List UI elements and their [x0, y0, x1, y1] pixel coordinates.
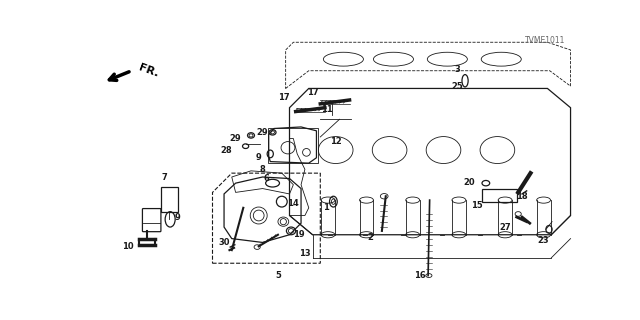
Text: 2: 2 [367, 233, 373, 242]
Text: 12: 12 [330, 137, 342, 146]
Text: 8: 8 [260, 165, 266, 174]
Text: 17: 17 [278, 93, 290, 102]
Text: 29: 29 [256, 128, 268, 137]
Text: 28: 28 [221, 146, 232, 155]
Text: 9: 9 [175, 212, 180, 221]
Text: TVME1011: TVME1011 [525, 36, 565, 44]
Text: 11: 11 [321, 105, 332, 114]
Text: 27: 27 [499, 222, 511, 232]
Text: 17: 17 [307, 88, 319, 97]
Text: 16: 16 [415, 271, 426, 280]
Text: 29: 29 [230, 134, 241, 143]
Text: 7: 7 [162, 172, 168, 181]
Text: 9: 9 [256, 153, 262, 162]
Text: 10: 10 [122, 242, 134, 251]
Text: 20: 20 [464, 178, 476, 187]
Text: 25: 25 [451, 82, 463, 91]
Text: 5: 5 [275, 271, 281, 280]
Text: 15: 15 [472, 201, 483, 210]
Text: 14: 14 [287, 199, 300, 208]
Text: 1: 1 [324, 203, 330, 212]
Text: FR.: FR. [137, 62, 160, 79]
Text: 13: 13 [299, 250, 310, 259]
Text: 3: 3 [454, 65, 460, 74]
Text: 18: 18 [516, 192, 528, 201]
Text: 19: 19 [293, 230, 305, 239]
Text: 6: 6 [264, 174, 269, 183]
Text: 23: 23 [538, 236, 549, 244]
Text: 30: 30 [218, 238, 230, 247]
